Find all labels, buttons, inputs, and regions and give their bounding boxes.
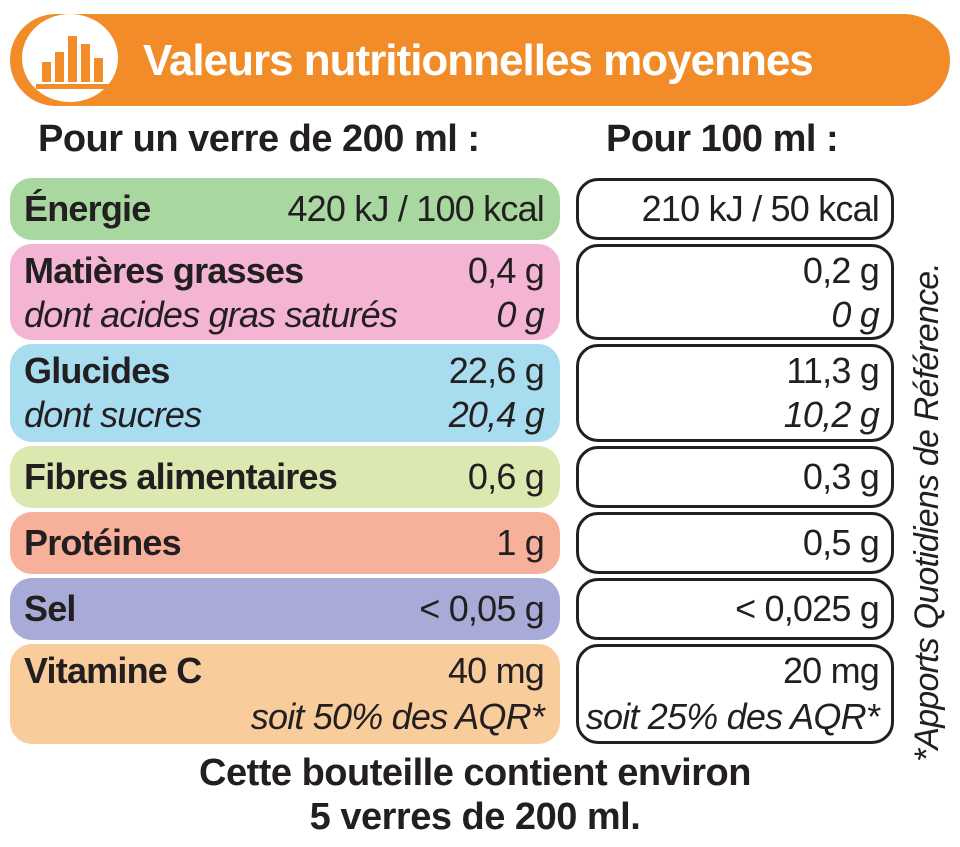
page-title: Valeurs nutritionnelles moyennes bbox=[143, 36, 814, 85]
nutrient-value-glass: 0,6 g bbox=[467, 456, 545, 497]
row-carbohydrates-per100: 11,3 g 10,2 g bbox=[576, 344, 894, 442]
row-vitamin-c-per100: 20 mg soit 25% des AQR* bbox=[576, 644, 894, 744]
nutrient-label: Matières grasses bbox=[24, 250, 304, 291]
nutrient-sub-label: dont acides gras saturés bbox=[24, 294, 398, 335]
nutrient-label: Glucides bbox=[24, 350, 170, 391]
nutrient-value-glass: 420 kJ / 100 kcal bbox=[287, 188, 544, 229]
nutrient-value-per100: 0,3 g bbox=[802, 456, 880, 497]
title-banner: Valeurs nutritionnelles moyennes bbox=[10, 14, 950, 106]
nutrient-value-per100: 210 kJ / 50 kcal bbox=[641, 188, 880, 229]
nutrient-value-glass: < 0,05 g bbox=[419, 588, 545, 629]
nutrient-label: Protéines bbox=[24, 522, 182, 563]
nutrient-label: Énergie bbox=[24, 188, 151, 229]
row-protein: Protéines 1 g bbox=[10, 512, 560, 574]
nutrient-sub-value-glass: soit 50% des AQR* bbox=[250, 696, 545, 737]
nutrient-value-per100: 20 mg bbox=[782, 650, 880, 691]
nutrient-value-per100: 11,3 g bbox=[786, 350, 879, 391]
row-energy-per100: 210 kJ / 50 kcal bbox=[576, 178, 894, 240]
row-fat: Matières grasses 0,4 g dont acides gras … bbox=[10, 244, 560, 340]
row-salt-per100: < 0,025 g bbox=[576, 578, 894, 640]
nutrient-value-per100: 0,2 g bbox=[802, 250, 880, 291]
nutrient-sub-value-glass: 20,4 g bbox=[448, 394, 545, 435]
reference-footnote: *Apports Quotidiens de Référence. bbox=[908, 262, 946, 762]
column-header-per-100ml: Pour 100 ml : bbox=[606, 118, 839, 160]
row-carbohydrates: Glucides 22,6 g dont sucres 20,4 g bbox=[10, 344, 560, 442]
footer-line-2: 5 verres de 200 ml. bbox=[309, 796, 641, 838]
nutrient-sub-value-per100: soit 25% des AQR* bbox=[585, 696, 880, 737]
column-header-per-glass: Pour un verre de 200 ml : bbox=[38, 118, 480, 160]
nutrient-sub-value-glass: 0 g bbox=[496, 294, 544, 335]
nutrient-value-glass: 1 g bbox=[496, 522, 544, 563]
bar-chart-icon bbox=[22, 14, 118, 102]
nutrient-value-per100: < 0,025 g bbox=[735, 588, 880, 629]
footer-line-1: Cette bouteille contient environ bbox=[199, 752, 751, 794]
row-protein-per100: 0,5 g bbox=[576, 512, 894, 574]
nutrient-sub-label: dont sucres bbox=[24, 394, 202, 435]
nutrient-value-glass: 22,6 g bbox=[448, 350, 545, 391]
row-salt: Sel < 0,05 g bbox=[10, 578, 560, 640]
nutrient-value-glass: 40 mg bbox=[447, 650, 545, 691]
nutrient-value-per100: 0,5 g bbox=[802, 522, 880, 563]
row-vitamin-c: Vitamine C 40 mg soit 50% des AQR* bbox=[10, 644, 560, 744]
nutrient-label: Fibres alimentaires bbox=[24, 456, 338, 497]
nutrient-sub-value-per100: 10,2 g bbox=[783, 394, 880, 435]
row-fat-per100: 0,2 g 0 g bbox=[576, 244, 894, 340]
row-energy: Énergie 420 kJ / 100 kcal bbox=[10, 178, 560, 240]
nutrient-label: Sel bbox=[24, 588, 76, 629]
row-fibre-per100: 0,3 g bbox=[576, 446, 894, 508]
nutrient-label: Vitamine C bbox=[24, 650, 202, 691]
nutrient-sub-value-per100: 0 g bbox=[831, 294, 879, 335]
nutrient-value-glass: 0,4 g bbox=[467, 250, 545, 291]
row-fibre: Fibres alimentaires 0,6 g bbox=[10, 446, 560, 508]
